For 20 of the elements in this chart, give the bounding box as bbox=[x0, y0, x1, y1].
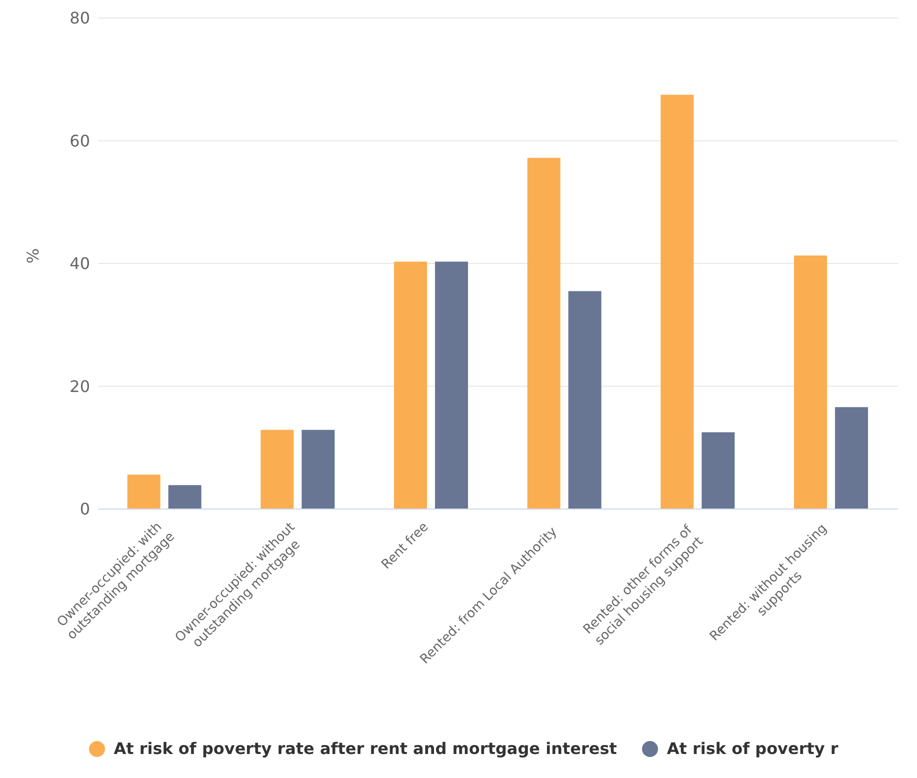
bar bbox=[568, 291, 602, 509]
legend-label: At risk of poverty r bbox=[666, 739, 838, 758]
bar bbox=[260, 430, 294, 509]
bar bbox=[302, 430, 335, 509]
legend-label: At risk of poverty rate after rent and mortgage interest bbox=[114, 739, 617, 758]
y-tick-label: 80 bbox=[70, 8, 90, 28]
bar bbox=[435, 262, 468, 509]
bar bbox=[835, 407, 868, 509]
bar bbox=[168, 485, 202, 509]
y-tick-label: 60 bbox=[70, 131, 90, 150]
y-tick-label: 20 bbox=[70, 376, 90, 396]
y-tick-label: 40 bbox=[70, 254, 90, 274]
bar bbox=[794, 256, 827, 509]
bar bbox=[660, 94, 694, 509]
bar bbox=[394, 262, 427, 509]
bar bbox=[702, 432, 735, 509]
y-tick-label: 0 bbox=[80, 500, 90, 519]
y-axis-title: % bbox=[24, 248, 43, 264]
bar bbox=[527, 158, 560, 509]
bar bbox=[127, 474, 160, 509]
